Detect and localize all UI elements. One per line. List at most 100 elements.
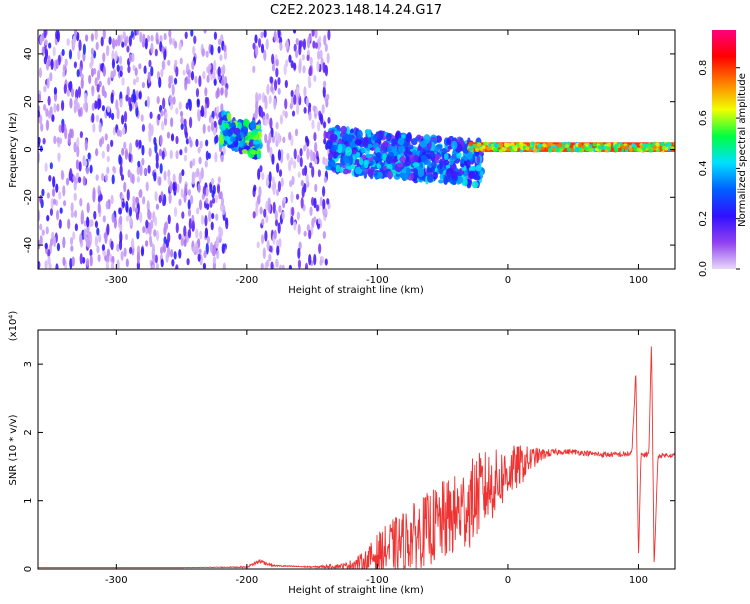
spectrogram-cell	[47, 255, 51, 265]
spectrogram-cell	[123, 247, 127, 258]
spectrogram-cell	[270, 261, 274, 269]
spectrogram-cell	[259, 206, 263, 215]
spectrogram-cell	[399, 156, 407, 163]
spectrogram-cell	[294, 128, 299, 137]
spectrogram-cell	[94, 30, 98, 41]
snr-ticks: -300 -200 -100 0 100 0 1 2 3	[23, 330, 675, 586]
spectrogram-cell	[172, 181, 176, 192]
spectrogram-cell	[322, 198, 326, 210]
spectrogram-cell	[168, 30, 172, 38]
spectrogram-cell	[275, 121, 279, 130]
spectrogram-cell	[323, 176, 328, 184]
spectrogram-cell	[53, 87, 58, 95]
spectrogram-cell	[257, 194, 261, 205]
spectrogram-cell	[142, 33, 146, 46]
spectrogram-cell	[171, 259, 175, 267]
spectrogram-cell	[215, 238, 219, 249]
spectrogram-cell	[205, 197, 209, 204]
spectrogram-cell	[160, 109, 164, 117]
snr-series-line	[38, 346, 675, 569]
spectrogram-cell	[126, 45, 130, 53]
spectrogram-cell	[597, 145, 602, 150]
spectrogram-cell	[91, 112, 95, 123]
spectrogram-cell	[259, 106, 264, 118]
spectrogram-cell	[306, 54, 310, 62]
spectrogram-cell	[288, 160, 292, 172]
spectrogram-cell	[58, 137, 63, 145]
spectrogram-cell	[203, 250, 207, 259]
spectrogram-cell	[271, 176, 275, 184]
spectrogram-cell	[207, 152, 211, 159]
spectrogram-cell	[186, 258, 190, 266]
colorbar-gradient	[712, 30, 736, 269]
spectrogram-cell	[159, 163, 163, 174]
spectrogram-cell	[225, 219, 229, 230]
spectrogram-cell	[382, 153, 388, 161]
spectrogram-cell	[305, 173, 309, 185]
spectrogram-cell	[98, 233, 102, 243]
spectrogram-cell	[47, 55, 51, 66]
spectrogram-cell	[132, 195, 136, 204]
spectrogram-cell	[135, 196, 139, 204]
spectrogram-cell	[204, 87, 208, 97]
spectrogram-cell	[171, 83, 175, 96]
spectrogram-cell	[140, 114, 144, 122]
spectrogram-cell	[354, 159, 361, 164]
spectrogram-cell	[301, 186, 305, 198]
spectrogram-cell	[280, 177, 284, 187]
spectrogram-cell	[53, 135, 57, 145]
spectrogram-cell	[252, 42, 256, 50]
spectrogram-cell	[159, 35, 163, 43]
spectrogram-cell	[301, 168, 306, 176]
spectrogram-cell	[120, 251, 124, 261]
spectrogram-cell	[141, 124, 146, 132]
spectrogram-cell	[288, 131, 292, 141]
spectrogram-cell	[156, 38, 160, 45]
spectrogram-cell	[303, 86, 307, 98]
spectrogram-cell	[282, 136, 286, 144]
spectrogram-cell	[52, 176, 56, 188]
spectrogram-cell	[108, 36, 112, 45]
spectrogram-cell	[119, 70, 123, 78]
spectrogram-cell	[292, 30, 297, 34]
spectrogram-cell	[275, 67, 279, 78]
spectrogram-cell	[347, 155, 354, 164]
spectrogram-cell	[269, 76, 273, 84]
spectrogram-cell	[39, 145, 43, 152]
spectrogram-cell	[227, 129, 233, 137]
spectrogram-cell	[74, 223, 78, 232]
spectrogram-cell	[220, 103, 224, 113]
spectrogram-cell	[217, 38, 222, 46]
spectrogram-cell	[130, 237, 135, 250]
spectrogram-cell	[614, 143, 619, 148]
spectrogram-cell	[201, 193, 205, 200]
spectrogram-cell	[289, 180, 293, 188]
spectrogram-cell	[263, 49, 267, 61]
spectrogram-cell	[302, 38, 307, 51]
spectrogram-cell	[224, 123, 230, 128]
spectrogram-cell	[131, 173, 135, 185]
spectrogram-cell	[62, 185, 66, 197]
spectrogram-cell	[46, 214, 50, 222]
snr-x-tick-label: -300	[105, 575, 128, 586]
spectrogram-marks	[38, 30, 675, 269]
spectrogram-cell	[252, 65, 256, 74]
spectrogram-cell	[82, 175, 86, 186]
spectrogram-cell	[191, 220, 195, 231]
spectrogram-cell	[284, 98, 288, 110]
spectrogram-cell	[41, 229, 45, 236]
spectrogram-cell	[370, 166, 375, 174]
spectrogram-cell	[195, 88, 200, 98]
spectrogram-cell	[204, 228, 209, 239]
spectrogram-cell	[76, 137, 80, 148]
spectrogram-cell	[376, 171, 384, 179]
spectrogram-cell	[314, 141, 318, 153]
spectrogram-cell	[195, 228, 199, 239]
spectrogram-cell	[641, 146, 646, 151]
spectrogram-cell	[219, 54, 223, 61]
spectrogram-cell	[206, 74, 210, 83]
spectrogram-cell	[195, 244, 199, 256]
spectrogram-cell	[116, 107, 120, 120]
spectrogram-cell	[123, 141, 127, 150]
spectrogram-cell	[60, 169, 64, 180]
